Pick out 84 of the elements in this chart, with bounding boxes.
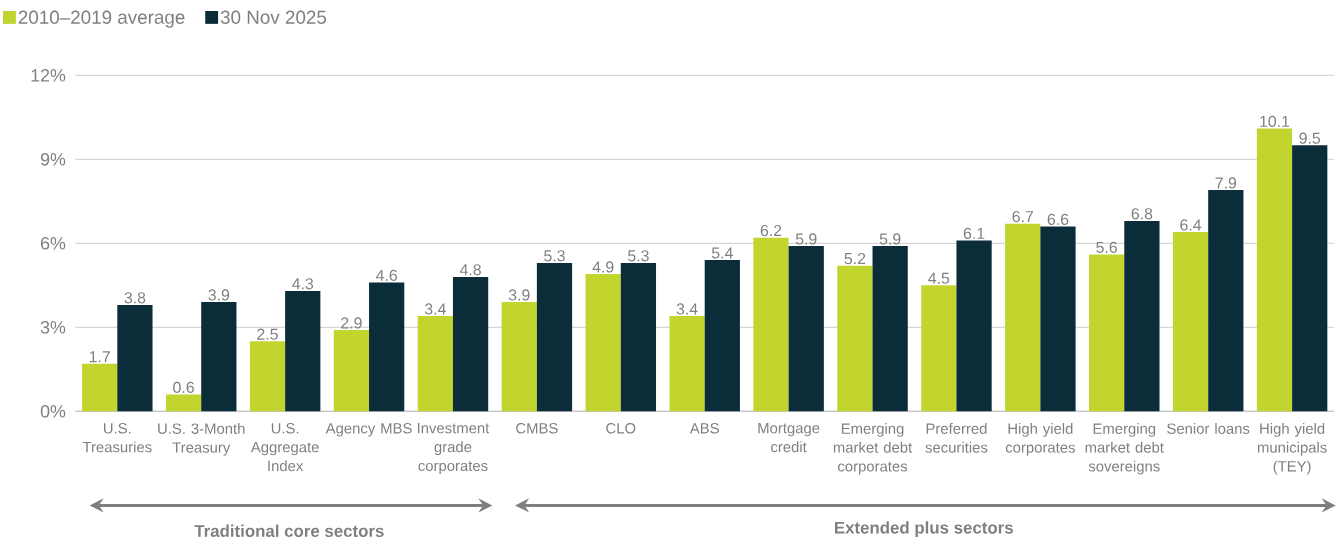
data-label: 9.5 — [1299, 132, 1321, 144]
x-tick-label: Mortgage credit — [758, 422, 820, 453]
data-label: 3.9 — [208, 289, 230, 301]
bar — [417, 316, 453, 412]
x-tick-label: CMBS — [516, 422, 558, 434]
x-tick-label: CLO — [606, 422, 636, 434]
x-tick-label: U.S. 3-Month Treasury — [158, 422, 245, 456]
data-label: 4.9 — [592, 261, 614, 273]
x-tick-label: High yield corporates — [1005, 422, 1075, 456]
bar — [201, 302, 237, 412]
bar — [82, 363, 118, 412]
bar — [704, 260, 740, 412]
data-label: 3.8 — [124, 292, 146, 304]
data-label: 4.6 — [376, 269, 397, 281]
y-tick-label: 6% — [41, 236, 66, 250]
bar — [333, 330, 370, 412]
data-label: 3.4 — [676, 303, 698, 315]
bar — [1005, 223, 1041, 412]
data-label: 4.8 — [459, 264, 481, 276]
data-label: 6.2 — [760, 224, 782, 237]
data-label: 6.1 — [963, 227, 985, 239]
bar — [753, 237, 789, 412]
bar — [452, 276, 489, 412]
text: Extended plus sectors — [834, 521, 1013, 537]
bar — [285, 290, 321, 412]
data-label: 10.1 — [1260, 115, 1290, 127]
x-tick-label: ABS — [689, 422, 719, 434]
bar — [669, 316, 705, 412]
y-tick-label: 12% — [31, 68, 66, 82]
bar — [1172, 232, 1209, 412]
bar — [165, 394, 202, 412]
bar — [956, 240, 992, 412]
bar — [536, 262, 573, 412]
bar — [1040, 226, 1076, 412]
text: Traditional core sectors — [194, 524, 384, 537]
data-label: 4.5 — [928, 272, 950, 284]
bar — [249, 341, 286, 412]
data-label: 0.6 — [173, 381, 194, 393]
x-tick-label: Preferred securities — [925, 422, 988, 453]
bar — [1256, 128, 1293, 412]
data-label: 5.9 — [795, 233, 817, 245]
bar — [872, 246, 908, 412]
bar — [1124, 220, 1160, 412]
x-tick-label: Senior loans — [1167, 422, 1250, 434]
data-label: 5.3 — [628, 250, 649, 262]
bar — [837, 265, 873, 412]
x-tick-label: U.S. Treasuries — [82, 422, 152, 453]
data-label: 5.9 — [879, 233, 901, 245]
data-label: 3.4 — [424, 303, 446, 315]
data-label: 6.8 — [1131, 208, 1153, 220]
y-tick-label: 0% — [40, 404, 66, 418]
legend-label: 30 Nov 2025 — [220, 10, 327, 24]
bar — [921, 285, 957, 412]
data-label: 2.9 — [341, 317, 362, 329]
x-tick-label: Agency MBS — [325, 422, 412, 437]
y-tick-label: 9% — [40, 152, 66, 166]
data-label: 4.3 — [292, 278, 314, 290]
bar — [501, 302, 537, 412]
data-label: 5.6 — [1096, 241, 1117, 253]
legend-label: 2010–2019 average — [18, 10, 185, 28]
data-label: 5.3 — [544, 250, 565, 262]
bar — [788, 246, 824, 412]
x-tick-label: Emerging market debt sovereigns — [1085, 422, 1164, 475]
data-label: 5.2 — [844, 252, 866, 265]
data-label: 6.4 — [1180, 219, 1202, 231]
bar — [1292, 145, 1328, 412]
x-tick-label: Emerging market debt corporates — [833, 422, 913, 475]
data-label: 6.7 — [1012, 210, 1033, 223]
data-label: 2.5 — [257, 328, 278, 340]
bar — [1208, 190, 1244, 412]
bar — [585, 274, 621, 412]
x-tick-label: High yield municipals (TEY) — [1257, 422, 1327, 475]
data-label: 6.6 — [1047, 213, 1069, 225]
bar — [1089, 254, 1125, 412]
data-label: 3.9 — [508, 289, 530, 301]
bar — [369, 282, 405, 412]
data-label: 1.7 — [89, 351, 110, 363]
bar — [620, 262, 657, 412]
data-label: 7.9 — [1215, 177, 1237, 189]
data-label: 5.4 — [711, 247, 733, 259]
bar — [117, 304, 153, 412]
y-tick-label: 3% — [40, 320, 66, 334]
x-tick-label: U.S. Aggregate Index — [250, 422, 319, 472]
x-tick-label: Investment grade corporates — [417, 422, 490, 474]
